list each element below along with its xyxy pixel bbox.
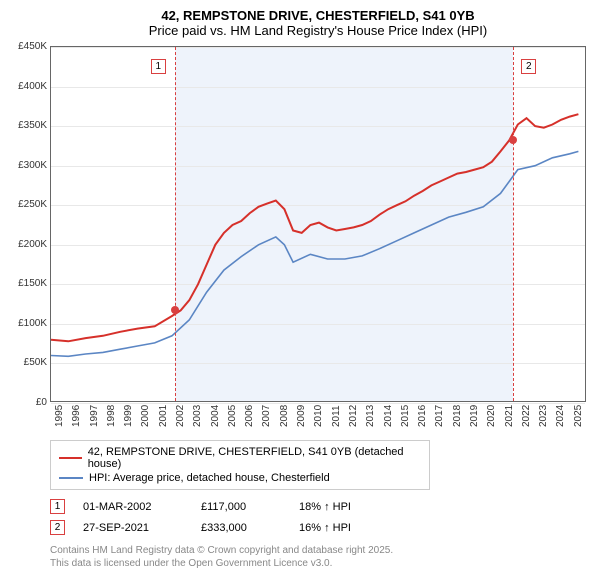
legend-label-1: 42, REMPSTONE DRIVE, CHESTERFIELD, S41 0…	[88, 446, 421, 470]
sale-price-1: £117,000	[201, 501, 281, 513]
legend-swatch-1	[59, 457, 82, 459]
sale-hpi-2: 16% ↑ HPI	[299, 522, 389, 534]
sales-list: 1 01-MAR-2002 £117,000 18% ↑ HPI 2 27-SE…	[50, 496, 586, 538]
chart-plot-area: £0£50K£100K£150K£200K£250K£300K£350K£400…	[50, 46, 586, 402]
sale-date-2: 27-SEP-2021	[83, 522, 183, 534]
licence-line-1: Contains HM Land Registry data © Crown c…	[50, 544, 586, 557]
legend-box: 42, REMPSTONE DRIVE, CHESTERFIELD, S41 0…	[50, 440, 430, 490]
chart-title: 42, REMPSTONE DRIVE, CHESTERFIELD, S41 0…	[50, 8, 586, 23]
title-block: 42, REMPSTONE DRIVE, CHESTERFIELD, S41 0…	[50, 8, 586, 38]
legend-item-2: HPI: Average price, detached house, Ches…	[59, 471, 421, 485]
sale-row-1: 1 01-MAR-2002 £117,000 18% ↑ HPI	[50, 496, 586, 517]
legend-item-1: 42, REMPSTONE DRIVE, CHESTERFIELD, S41 0…	[59, 445, 421, 471]
legend-label-2: HPI: Average price, detached house, Ches…	[89, 472, 330, 484]
sale-marker-1: 1	[50, 499, 65, 514]
sale-hpi-1: 18% ↑ HPI	[299, 501, 389, 513]
sale-marker-2: 2	[50, 520, 65, 535]
y-axis: £0£50K£100K£150K£200K£250K£300K£350K£400…	[5, 41, 49, 409]
sale-row-2: 2 27-SEP-2021 £333,000 16% ↑ HPI	[50, 517, 586, 538]
legend-swatch-2	[59, 477, 83, 479]
sale-date-1: 01-MAR-2002	[83, 501, 183, 513]
licence-line-2: This data is licensed under the Open Gov…	[50, 557, 586, 570]
sale-price-2: £333,000	[201, 522, 281, 534]
licence-text: Contains HM Land Registry data © Crown c…	[50, 544, 586, 570]
chart-container: 42, REMPSTONE DRIVE, CHESTERFIELD, S41 0…	[0, 0, 600, 560]
x-axis: 1995199619971998199920002001200220032004…	[51, 403, 587, 433]
chart-svg	[51, 47, 587, 403]
chart-subtitle: Price paid vs. HM Land Registry's House …	[50, 23, 586, 38]
